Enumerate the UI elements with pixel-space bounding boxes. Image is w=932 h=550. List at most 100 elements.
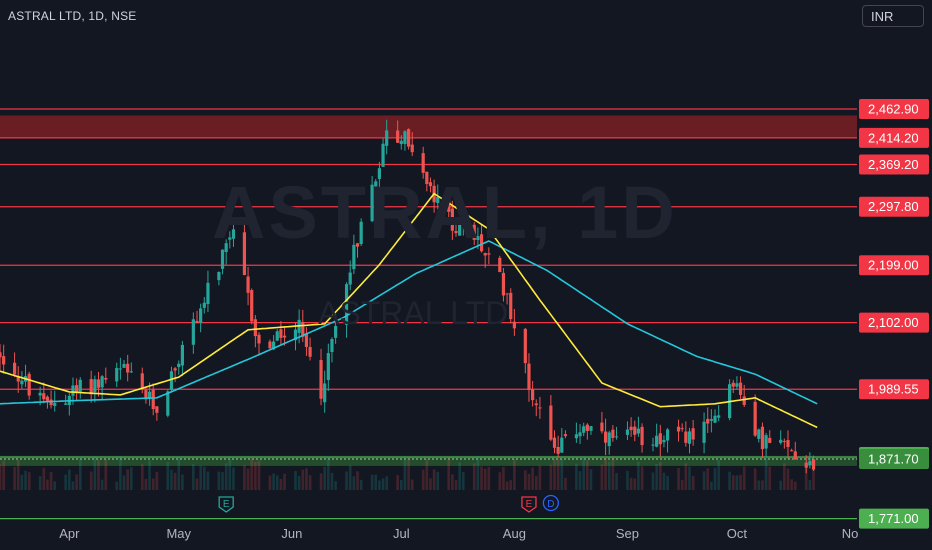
candle-body[interactable] bbox=[304, 333, 309, 347]
candle-body[interactable] bbox=[757, 429, 761, 439]
candle-body[interactable] bbox=[177, 363, 181, 368]
candle-body[interactable] bbox=[633, 426, 637, 435]
candle-body[interactable] bbox=[250, 290, 254, 322]
candle-body[interactable] bbox=[2, 356, 6, 365]
candle-body[interactable] bbox=[282, 335, 287, 338]
candle-body[interactable] bbox=[498, 257, 502, 273]
candle-body[interactable] bbox=[191, 319, 195, 345]
candle-body[interactable] bbox=[552, 437, 557, 448]
candle-body[interactable] bbox=[180, 344, 185, 366]
candle-body[interactable] bbox=[483, 253, 487, 256]
candle-body[interactable] bbox=[246, 276, 250, 293]
candle-body[interactable] bbox=[93, 379, 97, 393]
candle-body[interactable] bbox=[600, 422, 604, 432]
candle-body[interactable] bbox=[786, 440, 790, 447]
candle-body[interactable] bbox=[556, 446, 560, 454]
candle-body[interactable] bbox=[461, 222, 465, 224]
candle-body[interactable] bbox=[687, 431, 692, 444]
candle-body[interactable] bbox=[319, 359, 323, 399]
candle-body[interactable] bbox=[352, 244, 356, 270]
candle-body[interactable] bbox=[202, 302, 206, 308]
candle-body[interactable] bbox=[625, 429, 630, 435]
candle-body[interactable] bbox=[359, 221, 363, 245]
candle-body[interactable] bbox=[0, 352, 2, 358]
candle-body[interactable] bbox=[334, 326, 338, 338]
candle-body[interactable] bbox=[538, 407, 542, 409]
candle-body[interactable] bbox=[808, 461, 812, 466]
candle-body[interactable] bbox=[665, 429, 670, 441]
candle-body[interactable] bbox=[89, 379, 93, 395]
candle-body[interactable] bbox=[523, 328, 527, 364]
candle-body[interactable] bbox=[206, 282, 210, 305]
candle-body[interactable] bbox=[403, 131, 407, 144]
candle-body[interactable] bbox=[118, 368, 122, 370]
candle-body[interactable] bbox=[173, 368, 177, 371]
candle-body[interactable] bbox=[42, 393, 46, 400]
candle-body[interactable] bbox=[753, 401, 757, 436]
candle-body[interactable] bbox=[199, 308, 203, 324]
candle-body[interactable] bbox=[228, 237, 232, 240]
candle-body[interactable] bbox=[738, 382, 743, 395]
candle-body[interactable] bbox=[370, 184, 374, 222]
candle-body[interactable] bbox=[144, 390, 148, 400]
candle-body[interactable] bbox=[129, 371, 133, 373]
candle-body[interactable] bbox=[326, 353, 330, 381]
candle-body[interactable] bbox=[487, 253, 491, 255]
candle-body[interactable] bbox=[374, 181, 378, 187]
candle-body[interactable] bbox=[272, 341, 276, 350]
candle-body[interactable] bbox=[509, 292, 513, 320]
candle-body[interactable] bbox=[115, 368, 119, 382]
candle-body[interactable] bbox=[589, 426, 593, 431]
candle-body[interactable] bbox=[406, 129, 411, 147]
candle-body[interactable] bbox=[501, 272, 506, 296]
candle-body[interactable] bbox=[279, 329, 283, 338]
candle-body[interactable] bbox=[16, 376, 20, 382]
candle-body[interactable] bbox=[20, 380, 24, 385]
symbol-title[interactable]: ASTRAL LTD, 1D, NSE bbox=[8, 9, 137, 23]
candle-body[interactable] bbox=[512, 321, 516, 329]
candle-body[interactable] bbox=[396, 130, 400, 143]
candle-body[interactable] bbox=[151, 389, 155, 410]
candle-body[interactable] bbox=[574, 434, 578, 439]
currency-button[interactable]: INR bbox=[862, 5, 924, 27]
candle-body[interactable] bbox=[78, 379, 82, 392]
candle-body[interactable] bbox=[472, 224, 476, 240]
candle-body[interactable] bbox=[454, 230, 458, 234]
candle-body[interactable] bbox=[782, 440, 786, 442]
candle-body[interactable] bbox=[706, 418, 710, 424]
candle-body[interactable] bbox=[155, 406, 159, 413]
candle-body[interactable] bbox=[658, 433, 662, 445]
candle-body[interactable] bbox=[742, 396, 746, 405]
candle-body[interactable] bbox=[253, 319, 257, 337]
candle-body[interactable] bbox=[147, 391, 152, 400]
candle-body[interactable] bbox=[760, 426, 765, 450]
candle-body[interactable] bbox=[436, 197, 440, 203]
candle-body[interactable] bbox=[377, 168, 381, 179]
candle-body[interactable] bbox=[220, 249, 225, 269]
candle-body[interactable] bbox=[38, 392, 42, 396]
candle-body[interactable] bbox=[479, 234, 484, 252]
candle-body[interactable] bbox=[735, 383, 739, 387]
candle-body[interactable] bbox=[713, 415, 717, 423]
candle-body[interactable] bbox=[217, 271, 221, 281]
candle-body[interactable] bbox=[231, 229, 236, 239]
candle-body[interactable] bbox=[636, 428, 641, 434]
candle-body[interactable] bbox=[603, 431, 608, 443]
candle-body[interactable] bbox=[709, 419, 713, 421]
candle-body[interactable] bbox=[731, 382, 735, 387]
candle-body[interactable] bbox=[691, 428, 695, 440]
candle-body[interactable] bbox=[702, 421, 706, 443]
candle-body[interactable] bbox=[611, 429, 615, 438]
candle-body[interactable] bbox=[421, 153, 425, 173]
candle-body[interactable] bbox=[385, 130, 389, 146]
candle-body[interactable] bbox=[301, 322, 305, 337]
candle-body[interactable] bbox=[585, 424, 589, 431]
candle-body[interactable] bbox=[560, 437, 564, 453]
candle-body[interactable] bbox=[330, 339, 334, 352]
candle-body[interactable] bbox=[104, 378, 108, 380]
dividend-event-icon[interactable] bbox=[542, 494, 560, 512]
candle-body[interactable] bbox=[126, 363, 130, 373]
candle-body[interactable] bbox=[268, 341, 272, 349]
candle-body[interactable] bbox=[614, 436, 619, 438]
candle-body[interactable] bbox=[323, 383, 327, 403]
